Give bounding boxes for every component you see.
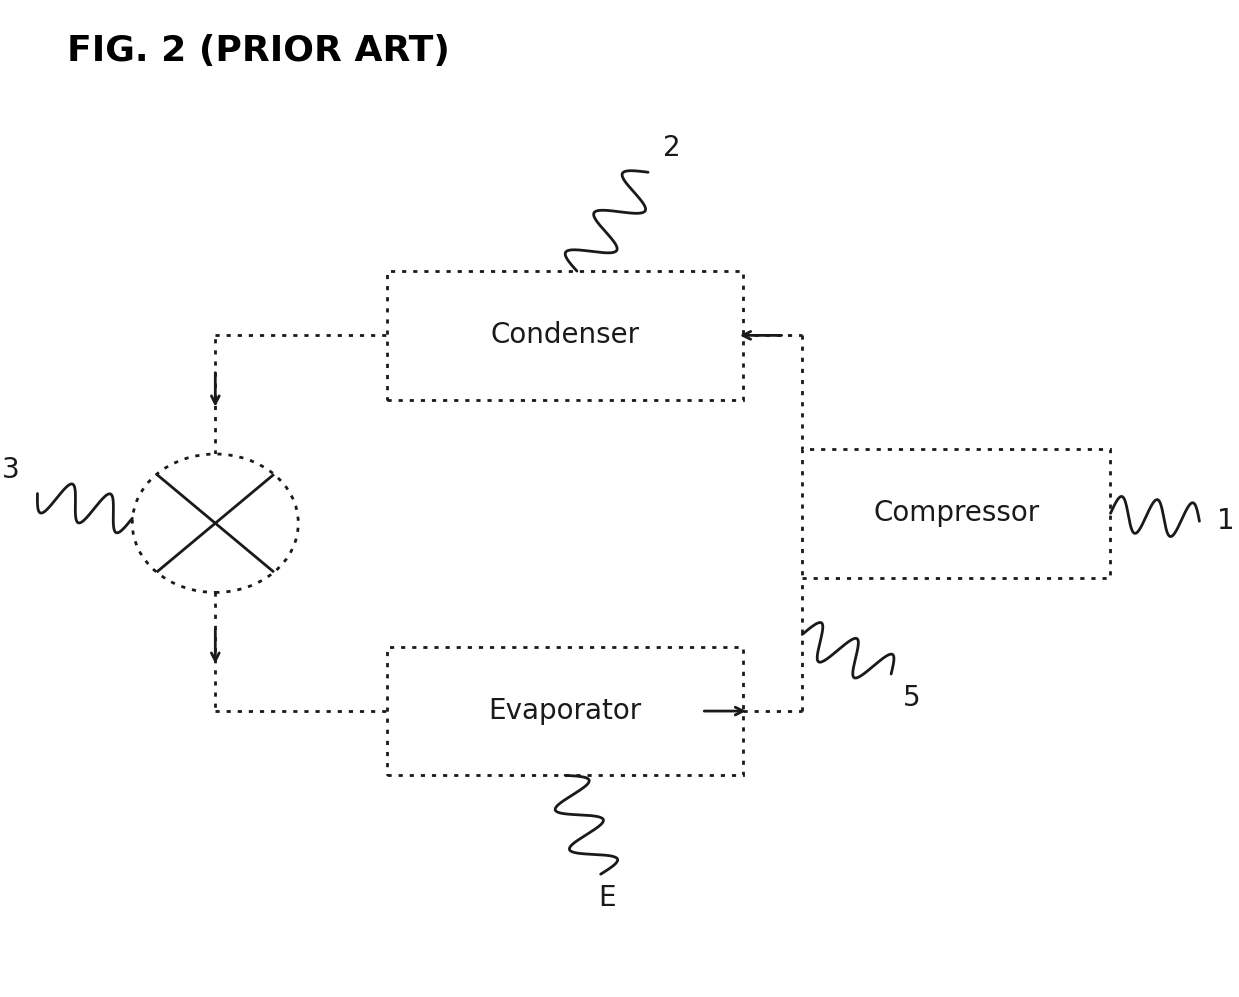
Text: 2: 2 [663, 135, 680, 163]
Text: 5: 5 [903, 684, 921, 712]
Text: 1: 1 [1217, 507, 1235, 535]
Text: E: E [597, 884, 616, 912]
Text: FIG. 2 (PRIOR ART): FIG. 2 (PRIOR ART) [67, 34, 450, 68]
Text: Evaporator: Evaporator [488, 697, 642, 725]
Text: Condenser: Condenser [491, 321, 639, 349]
Bar [388, 271, 743, 400]
Text: Compressor: Compressor [873, 499, 1040, 527]
Circle shape [133, 454, 299, 592]
Bar [388, 647, 743, 776]
Text: 3: 3 [2, 456, 20, 484]
Bar [802, 449, 1110, 577]
